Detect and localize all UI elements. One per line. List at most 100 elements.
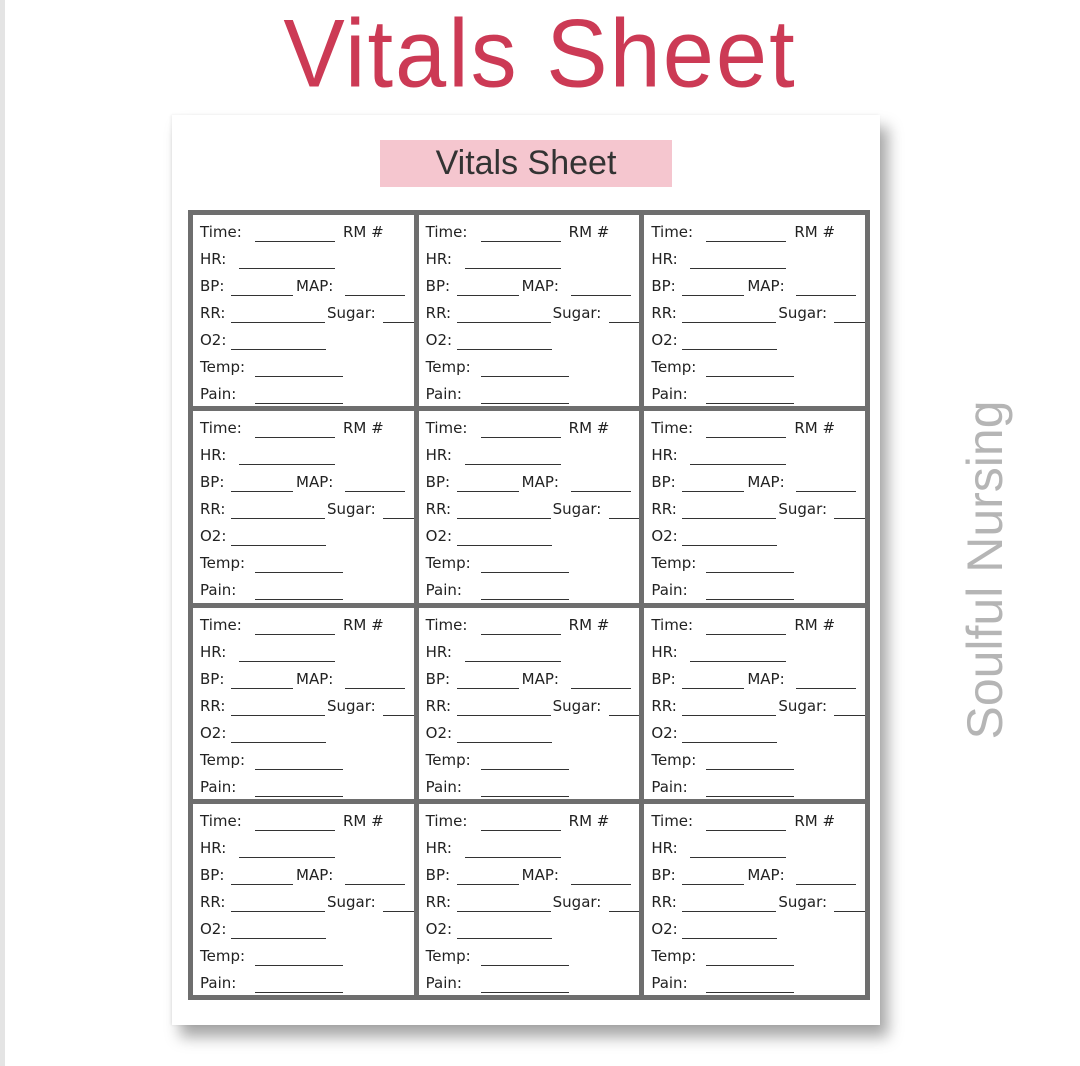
write-in-line[interactable]	[706, 437, 787, 439]
write-in-line[interactable]	[480, 829, 561, 831]
write-in-line[interactable]	[706, 599, 795, 601]
write-in-line[interactable]	[834, 518, 865, 520]
write-in-line[interactable]	[383, 322, 414, 323]
write-in-line[interactable]	[480, 403, 569, 404]
write-in-line[interactable]	[255, 964, 343, 966]
write-in-line[interactable]	[456, 741, 552, 743]
write-in-line[interactable]	[706, 768, 795, 770]
write-in-line[interactable]	[570, 491, 631, 493]
write-in-line[interactable]	[682, 910, 777, 912]
write-in-line[interactable]	[231, 910, 325, 912]
write-in-line[interactable]	[706, 964, 795, 966]
write-in-line[interactable]	[255, 991, 343, 993]
write-in-line[interactable]	[796, 687, 857, 689]
write-in-line[interactable]	[682, 518, 777, 520]
write-in-line[interactable]	[239, 464, 335, 466]
write-in-line[interactable]	[456, 937, 552, 939]
write-in-line[interactable]	[231, 491, 293, 493]
write-in-line[interactable]	[706, 991, 795, 993]
write-in-line[interactable]	[480, 964, 569, 966]
write-in-line[interactable]	[255, 403, 343, 404]
write-in-line[interactable]	[255, 829, 335, 831]
write-in-line[interactable]	[383, 910, 414, 912]
write-in-line[interactable]	[682, 687, 745, 689]
write-in-line[interactable]	[456, 910, 551, 912]
write-in-line[interactable]	[345, 687, 405, 689]
write-in-line[interactable]	[682, 545, 778, 547]
write-in-line[interactable]	[682, 741, 778, 743]
write-in-line[interactable]	[464, 856, 561, 858]
write-in-line[interactable]	[480, 795, 569, 797]
write-in-line[interactable]	[456, 349, 552, 350]
write-in-line[interactable]	[706, 633, 787, 635]
write-in-line[interactable]	[706, 829, 787, 831]
write-in-line[interactable]	[239, 268, 335, 269]
write-in-line[interactable]	[796, 491, 857, 493]
write-in-line[interactable]	[834, 910, 865, 912]
write-in-line[interactable]	[231, 687, 293, 689]
write-in-line[interactable]	[464, 660, 561, 662]
write-in-line[interactable]	[255, 633, 335, 635]
write-in-line[interactable]	[239, 660, 335, 662]
write-in-line[interactable]	[706, 403, 795, 404]
write-in-line[interactable]	[570, 295, 631, 296]
write-in-line[interactable]	[706, 376, 795, 377]
write-in-line[interactable]	[456, 883, 519, 885]
write-in-line[interactable]	[231, 714, 325, 716]
write-in-line[interactable]	[255, 241, 335, 242]
write-in-line[interactable]	[345, 491, 405, 493]
write-in-line[interactable]	[383, 714, 414, 716]
write-in-line[interactable]	[456, 714, 551, 716]
write-in-line[interactable]	[608, 322, 640, 323]
write-in-line[interactable]	[456, 322, 551, 323]
write-in-line[interactable]	[255, 437, 335, 439]
write-in-line[interactable]	[480, 437, 561, 439]
write-in-line[interactable]	[690, 268, 787, 269]
write-in-line[interactable]	[834, 322, 865, 323]
write-in-line[interactable]	[682, 491, 745, 493]
write-in-line[interactable]	[255, 376, 343, 377]
write-in-line[interactable]	[464, 464, 561, 466]
write-in-line[interactable]	[383, 518, 414, 520]
write-in-line[interactable]	[255, 599, 343, 601]
write-in-line[interactable]	[480, 599, 569, 601]
write-in-line[interactable]	[480, 241, 561, 242]
write-in-line[interactable]	[690, 660, 787, 662]
write-in-line[interactable]	[690, 856, 787, 858]
write-in-line[interactable]	[345, 295, 405, 296]
write-in-line[interactable]	[255, 572, 343, 574]
write-in-line[interactable]	[690, 464, 787, 466]
write-in-line[interactable]	[231, 322, 325, 323]
write-in-line[interactable]	[682, 295, 745, 296]
write-in-line[interactable]	[608, 910, 640, 912]
write-in-line[interactable]	[706, 795, 795, 797]
write-in-line[interactable]	[231, 295, 293, 296]
write-in-line[interactable]	[456, 518, 551, 520]
write-in-line[interactable]	[456, 687, 519, 689]
write-in-line[interactable]	[570, 883, 631, 885]
write-in-line[interactable]	[255, 795, 343, 797]
write-in-line[interactable]	[682, 322, 777, 323]
write-in-line[interactable]	[608, 714, 640, 716]
write-in-line[interactable]	[231, 545, 326, 547]
write-in-line[interactable]	[231, 883, 293, 885]
write-in-line[interactable]	[682, 714, 777, 716]
write-in-line[interactable]	[682, 883, 745, 885]
write-in-line[interactable]	[480, 376, 569, 377]
write-in-line[interactable]	[345, 883, 405, 885]
write-in-line[interactable]	[456, 491, 519, 493]
write-in-line[interactable]	[682, 349, 778, 350]
write-in-line[interactable]	[480, 768, 569, 770]
write-in-line[interactable]	[231, 937, 326, 939]
write-in-line[interactable]	[706, 572, 795, 574]
write-in-line[interactable]	[456, 295, 519, 296]
write-in-line[interactable]	[570, 687, 631, 689]
write-in-line[interactable]	[464, 268, 561, 269]
write-in-line[interactable]	[231, 741, 326, 743]
write-in-line[interactable]	[796, 295, 857, 296]
write-in-line[interactable]	[239, 856, 335, 858]
write-in-line[interactable]	[231, 349, 326, 350]
write-in-line[interactable]	[255, 768, 343, 770]
write-in-line[interactable]	[480, 991, 569, 993]
write-in-line[interactable]	[456, 545, 552, 547]
